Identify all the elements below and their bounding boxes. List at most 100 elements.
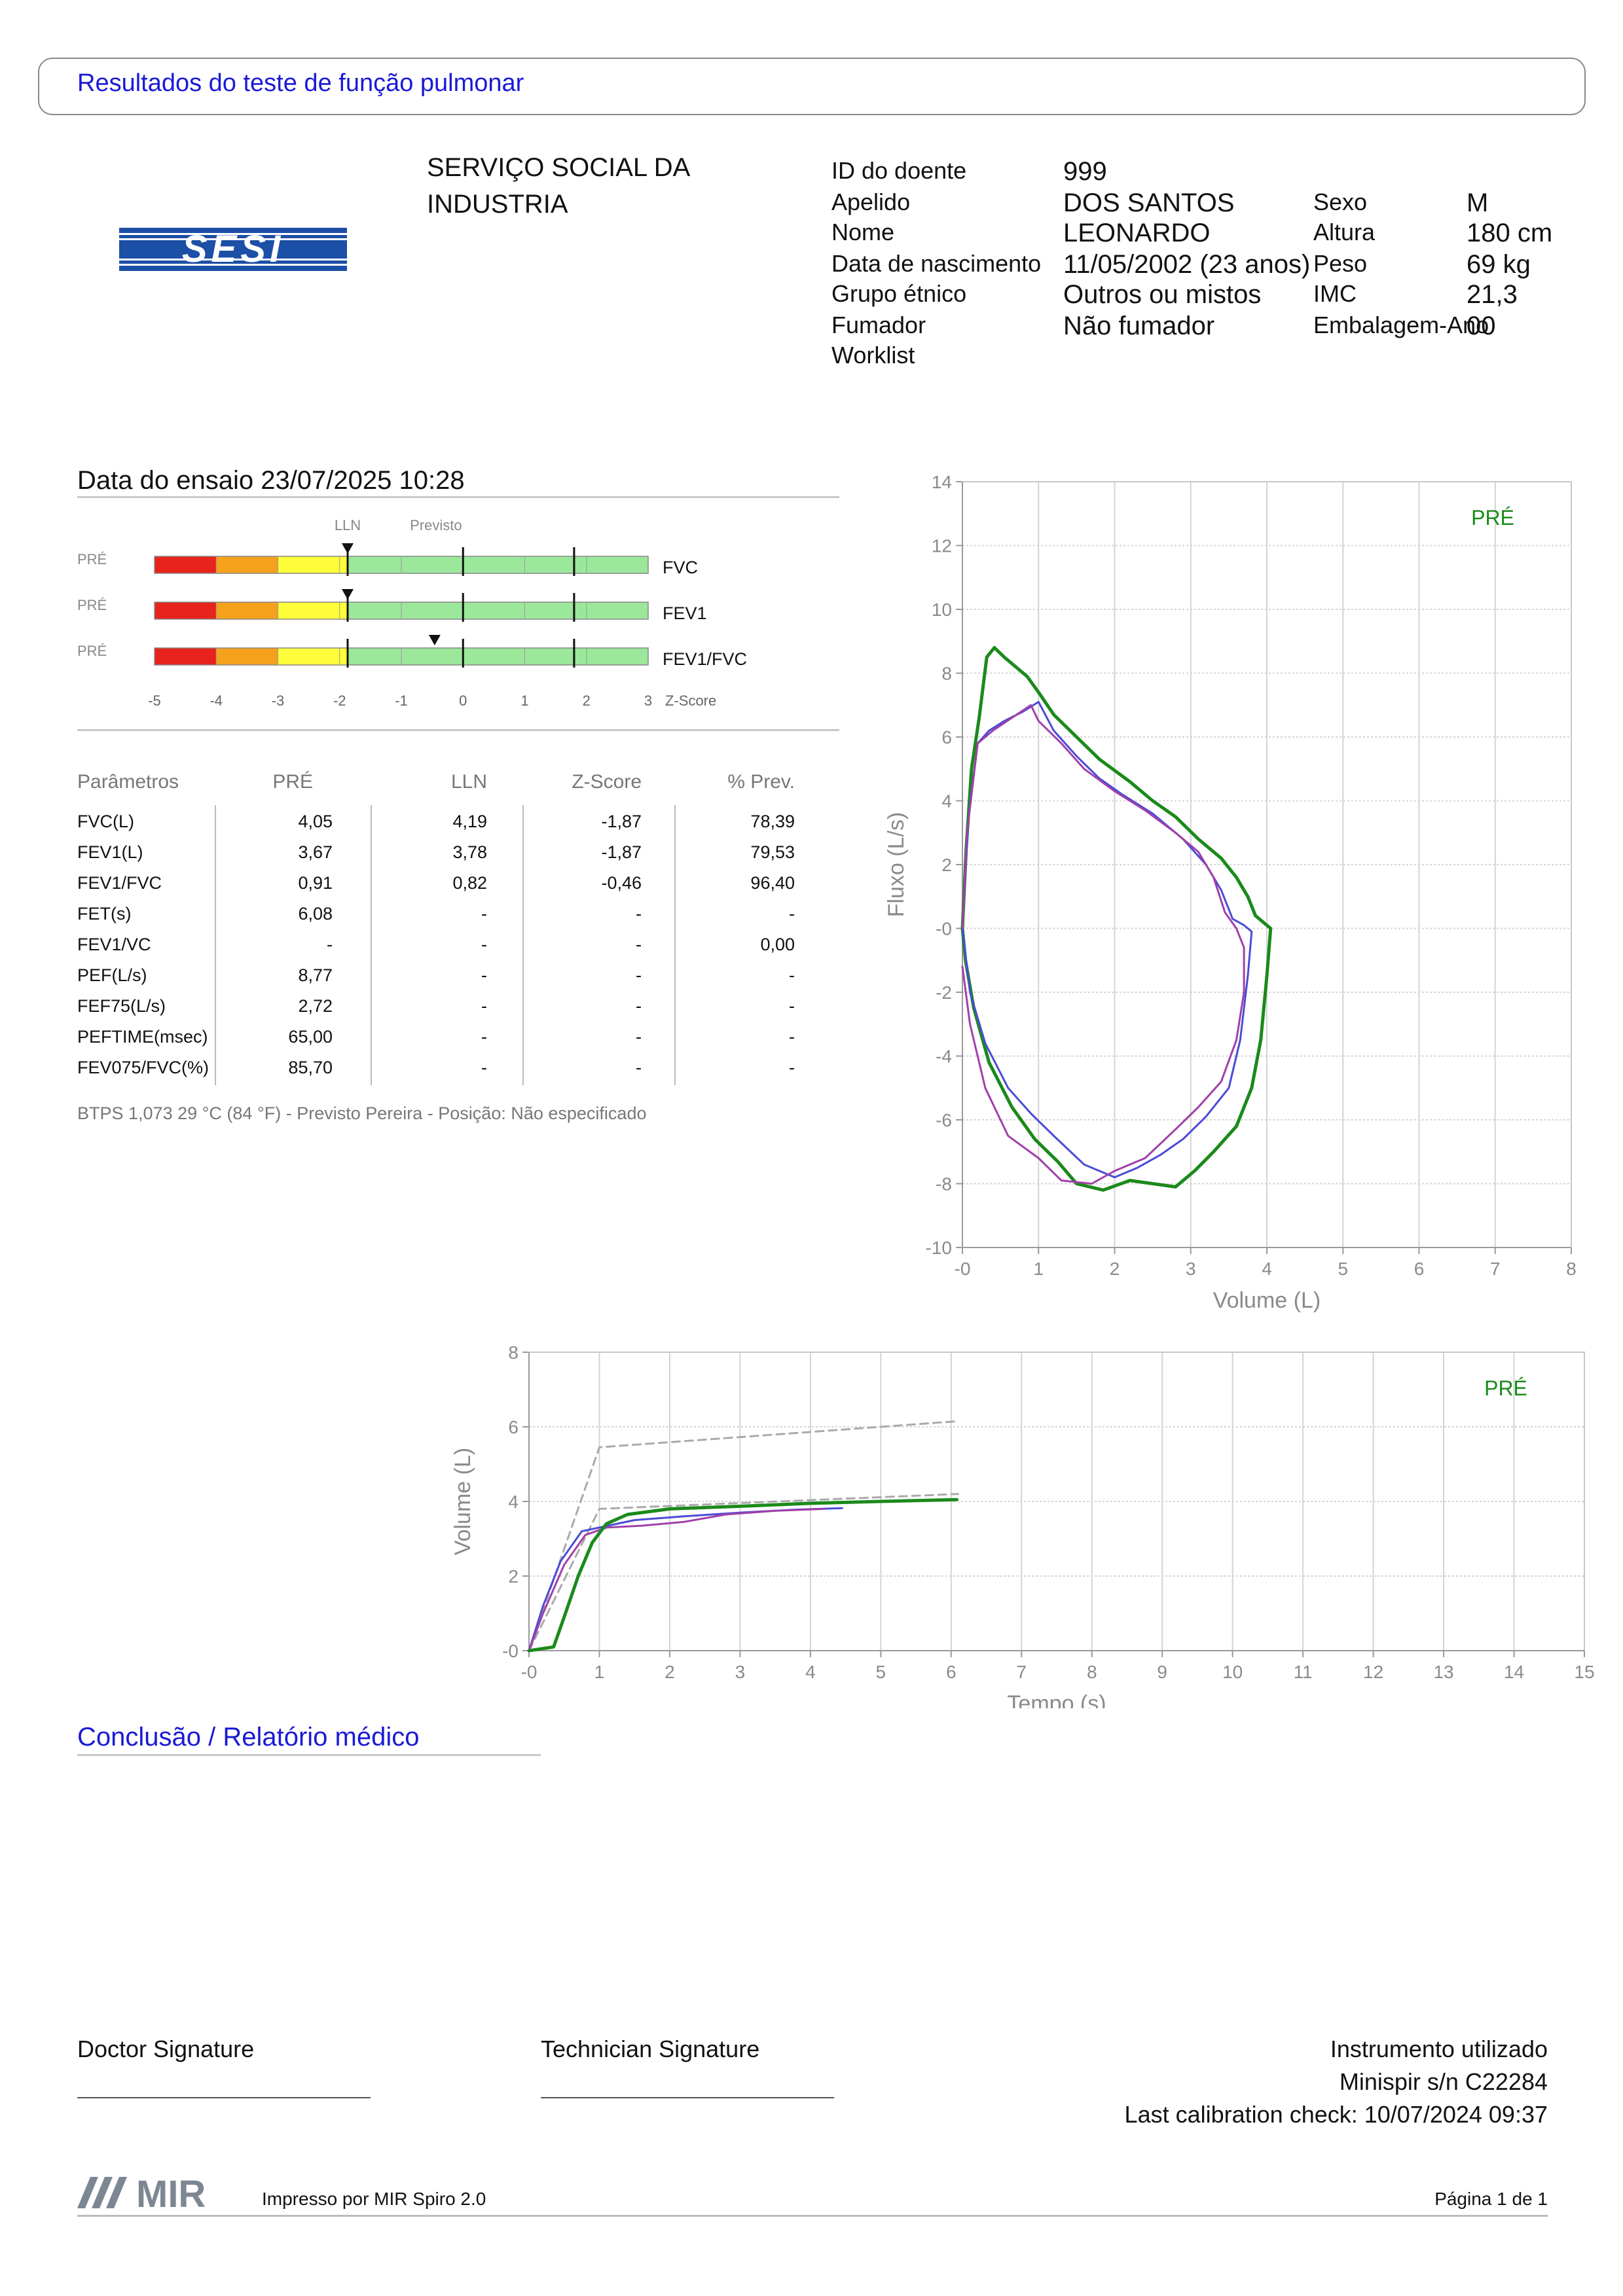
y-tick-label: 14: [932, 472, 952, 492]
dob-label: Data de nascimento: [831, 250, 1042, 277]
x-tick-label: 7: [1016, 1662, 1027, 1682]
series-line: [528, 1493, 959, 1652]
legend-label: PRÉ: [1484, 1376, 1527, 1400]
sex-label: Sexo: [1313, 188, 1368, 215]
table-cell: 4,05: [298, 812, 333, 831]
test-date: Data do ensaio 23/07/2025 10:28: [77, 466, 465, 495]
table-cell: -: [789, 996, 795, 1016]
x-tick-label: 1: [1033, 1259, 1044, 1279]
patient-id-value: 999: [1063, 157, 1107, 186]
surname-label: Apelido: [831, 188, 911, 215]
y-tick-label: 2: [941, 855, 952, 875]
table-cell: -: [636, 1058, 642, 1077]
table-column-separator: [674, 805, 676, 1085]
zscore-band: [278, 648, 348, 665]
zscore-pointer: [428, 635, 441, 645]
series-line: [960, 646, 1273, 1192]
table-cell: 0,91: [298, 873, 333, 893]
footer-divider: [77, 2215, 1548, 2217]
x-tick-label: 3: [1186, 1259, 1196, 1279]
x-tick-label: 14: [1504, 1662, 1524, 1682]
sesi-logo-text: SESI: [182, 228, 284, 270]
table-cell: FEV075/FVC(%): [77, 1058, 210, 1077]
organization-name: SERVIÇO SOCIAL DA INDUSTRIA: [427, 153, 691, 219]
table-row: PEF(L/s) 8,77 - - -: [77, 965, 797, 992]
y-tick-label: 6: [508, 1417, 519, 1437]
y-tick-label: -4: [936, 1047, 952, 1067]
x-tick-label: 8: [1087, 1662, 1097, 1682]
worklist-label: Worklist: [831, 342, 915, 368]
y-tick-label: 8: [941, 664, 952, 684]
y-axis-label: Fluxo (L/s): [884, 812, 909, 918]
zscore-tick-label: -4: [210, 692, 223, 709]
table-cell: -: [789, 965, 795, 985]
zscore-band: [348, 602, 648, 619]
table-cell: PEF(L/s): [77, 965, 147, 985]
zscore-row-name: FEV1: [663, 603, 707, 623]
zscore-panel: LLN Previsto PRÉ FVC PRÉ FEV1 PRÉ FEV1/FVC -5 -4 -…: [77, 517, 747, 709]
table-row: FVC(L) 4,05 4,19 -1,87 78,39: [77, 812, 797, 838]
row-tag: PRÉ: [77, 551, 107, 567]
y-tick-label: 8: [508, 1342, 519, 1363]
zscore-band: [216, 648, 278, 665]
table-cell: 2,72: [298, 996, 333, 1016]
table-cell: -: [789, 904, 795, 924]
table-header: % Prev.: [727, 771, 795, 793]
series-line: [961, 700, 1253, 1179]
table-cell: 4,19: [452, 812, 487, 831]
zscore-tick-label: -1: [395, 692, 408, 709]
x-tick-label: 5: [876, 1662, 886, 1682]
table-cell: -: [636, 965, 642, 985]
y-tick-label: 10: [932, 600, 952, 620]
x-tick-label: 15: [1574, 1662, 1594, 1682]
x-axis-label: Volume (L): [1213, 1288, 1321, 1313]
smoker-value: Não fumador: [1063, 312, 1215, 340]
x-tick-label: -0: [955, 1259, 971, 1279]
bmi-value: 21,3: [1467, 280, 1518, 309]
table-cell: FET(s): [77, 904, 132, 924]
divider: [77, 496, 839, 498]
sex-value: M: [1467, 188, 1489, 217]
zscore-row-name: FEV1/FVC: [663, 649, 747, 669]
height-value: 180 cm: [1467, 219, 1553, 247]
table-row: FEV1/FVC 0,91 0,82 -0,46 96,40: [77, 873, 797, 899]
y-axis-label: Volume (L): [450, 1448, 475, 1555]
doctor-signature-line: [77, 2097, 371, 2098]
row-tag: PRÉ: [77, 643, 107, 659]
x-tick-label: 13: [1433, 1662, 1453, 1682]
table-cell: 6,08: [298, 904, 333, 924]
table-cell: -: [481, 965, 487, 985]
instrument-title: Instrumento utilizado: [1330, 2036, 1548, 2062]
mir-logo-text: MIR: [136, 2173, 206, 2212]
table-cell: -: [327, 935, 333, 954]
row-tag: PRÉ: [77, 597, 107, 613]
table-cell: -1,87: [601, 812, 642, 831]
x-tick-label: 2: [665, 1662, 675, 1682]
predicted-label: Previsto: [410, 517, 462, 533]
pack-years-value: 00: [1467, 312, 1496, 340]
x-tick-label: 2: [1110, 1259, 1120, 1279]
lln-label: LLN: [335, 517, 361, 533]
parameters-table: Parâmetros PRÉ LLN Z-Score % Prev. FVC(L) 4,05…: [77, 766, 797, 1093]
technician-signature-label: Technician Signature: [541, 2036, 760, 2062]
zscore-row-name: FVC: [663, 558, 698, 577]
table-cell: FEV1(L): [77, 842, 143, 862]
zscore-band: [278, 556, 348, 573]
table-cell: -: [789, 1027, 795, 1047]
series-line: [528, 1420, 959, 1652]
table-cell: -: [481, 996, 487, 1016]
zscore-band: [155, 648, 217, 665]
series-line: [961, 704, 1245, 1185]
table-column-separator: [215, 805, 216, 1085]
y-tick-label: 2: [508, 1566, 519, 1587]
table-cell: -: [636, 935, 642, 954]
table-row: PEFTIME(msec) 65,00 - - -: [77, 1027, 797, 1053]
table-cell: -: [481, 1058, 487, 1077]
x-axis-label: Tempo (s): [1007, 1691, 1106, 1708]
zscore-tick-label: 2: [583, 692, 591, 709]
x-tick-label: 4: [805, 1662, 816, 1682]
table-column-separator: [371, 805, 372, 1085]
x-tick-label: 6: [946, 1662, 957, 1682]
table-cell: -1,87: [601, 842, 642, 862]
